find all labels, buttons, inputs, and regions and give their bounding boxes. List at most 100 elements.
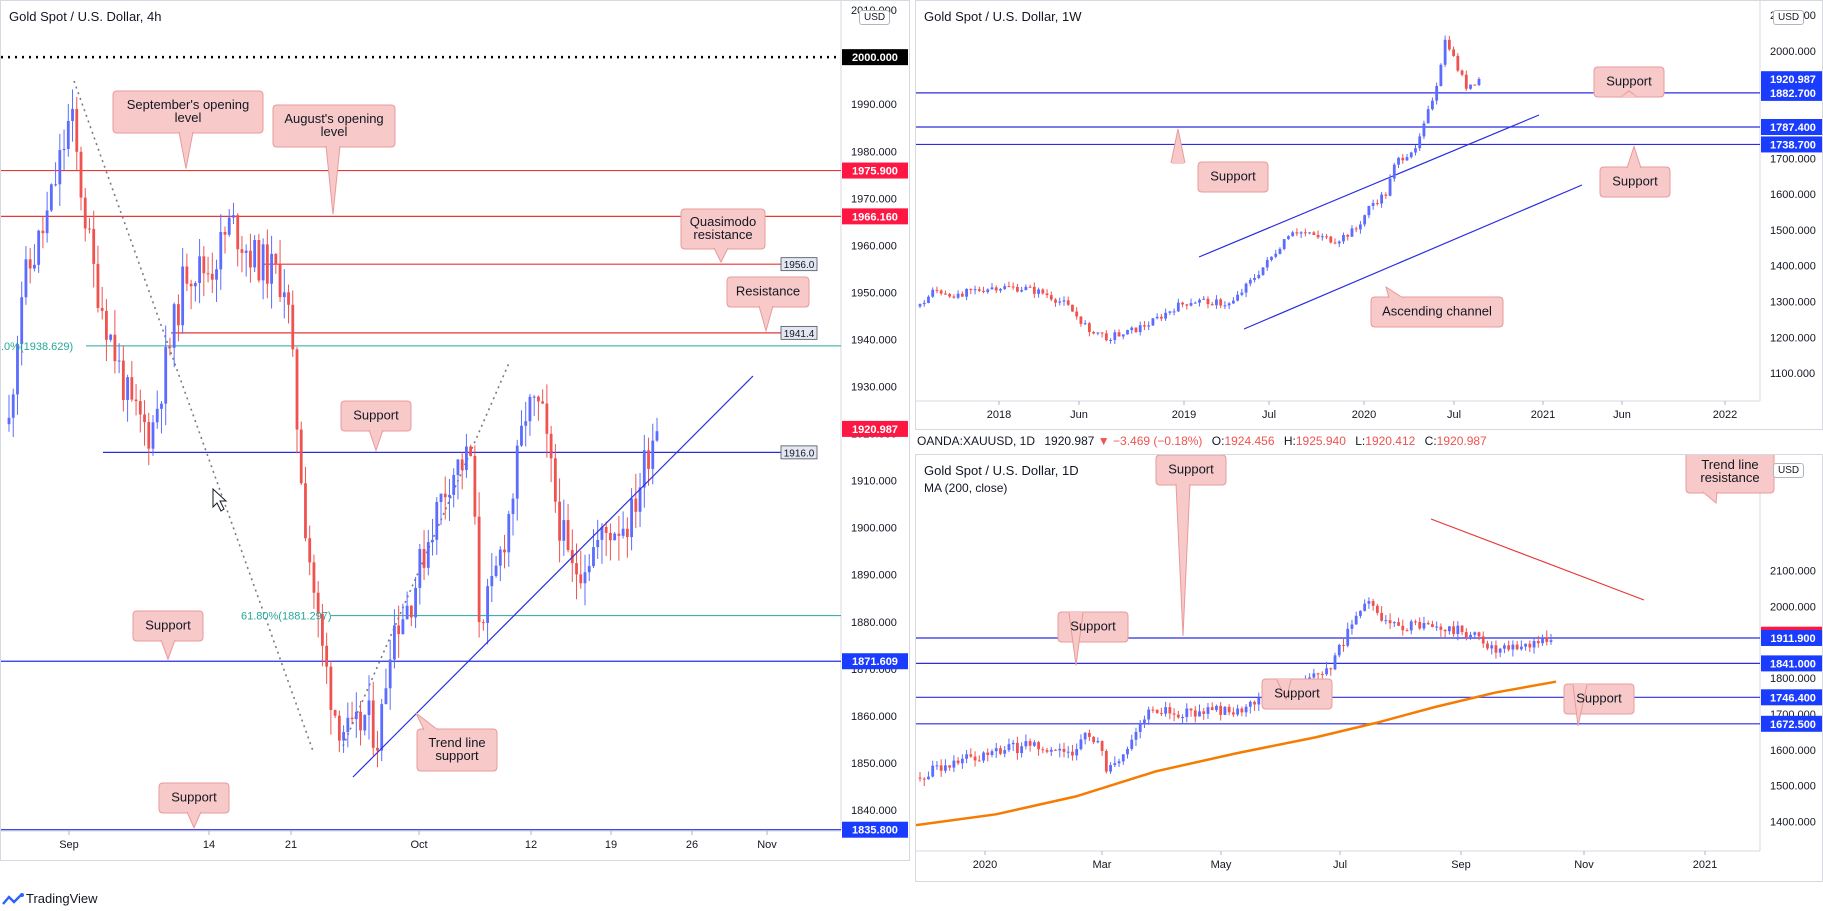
chart-4h-candle-body [113,334,117,362]
chart-1w-candle-body [1312,232,1316,235]
price-label-2000.000: 2000.000 [842,49,908,66]
chart-1d-candle-body [1121,754,1125,762]
chart-4h-candle-body [642,450,646,488]
chart-1w-candle-body [1253,278,1256,280]
chart-4h-candle-body [49,184,53,211]
annotation-text: Support [145,618,191,633]
chart-1w-candle-body [1151,318,1155,326]
chart-4h-candle-body [393,625,396,660]
chart-1d-candle-body [1375,605,1379,613]
chart-1d-candle-body [1414,621,1417,623]
chart-4h-candle-body [583,572,587,584]
chart-4h-candle-body [198,256,201,284]
chart-4h-y-tick-label: 1880.000 [851,617,897,629]
quote-price: 1920.987 [1044,434,1095,448]
price-label-text: 1882.700 [1770,88,1816,100]
chart-4h-candle-body [354,711,358,720]
chart-4h-candle-body [613,533,617,541]
chart-1w-y-tick-label: 1700.000 [1770,153,1816,165]
price-label-1835.800: 1835.800 [842,821,908,838]
chart-1d-candle-body [1240,708,1244,713]
quote-change: −3.469 (−0.18%) [1113,434,1203,448]
currency-badge-4h[interactable]: USD [859,10,891,25]
currency-badge-1d[interactable]: USD [1773,463,1805,478]
chart-1d-candle-body [1460,625,1464,633]
chart-4h-candle-body [160,403,163,409]
quote-open: 1924.456 [1224,434,1275,448]
chart-4h-candle-body [655,431,659,441]
chart-1d-candle-body [1422,623,1426,629]
chart-1d-candle-body [1494,645,1498,653]
chart-1d-candle-body [1359,610,1362,616]
tradingview-brand[interactable]: TradingView [26,891,98,906]
chart-4h-y-tick-label: 1940.000 [851,334,897,346]
chart-1w-candle-body [1244,283,1248,293]
chart-1w-candle-body [1431,100,1434,110]
chart-1d-svg[interactable]: 1400.0001500.0001600.0001700.0001800.000… [916,455,1823,882]
chart-1w-candle-body [1071,304,1074,312]
chart-1d-candle-body [1020,746,1024,754]
annotation-text: Support [1168,462,1214,477]
chart-4h-candle-body [62,149,66,151]
chart-4h-panel[interactable]: 1840.000 1850.000 1860.000 1870.000 1880.000… [0,0,910,861]
chart-1w-candle-body [982,290,985,293]
chart-1w-candle-body [1231,300,1235,304]
chart-4h-candle-body [401,619,405,635]
chart-1w-candle-body [956,293,960,298]
chart-1d-candle-body [1316,673,1320,675]
price-label-text: 1920.987 [1770,74,1816,86]
chart-1d-panel[interactable]: 1400.000 1500.000 1600.000 1700.000 1800.000… [915,454,1823,882]
chart-4h-candle-body [33,264,36,269]
price-label-1882.700: 1882.700 [1761,84,1822,101]
annotation-support-1916: Support [340,400,412,452]
tradingview-logo-icon[interactable] [2,892,24,908]
chart-4h-y-tick-label: 1950.000 [851,287,897,299]
chart-4h-candle-body [117,360,121,362]
chart-1w-candle-body [1278,248,1282,254]
currency-badge-1w[interactable]: USD [1773,10,1805,25]
chart-4h-candle-body [507,514,511,553]
chart-1w-y-tick-label: 2000.000 [1770,46,1816,58]
chart-4h-candle-body [524,421,528,426]
chart-1d-candle-body [1388,620,1392,624]
chart-1w-candle-body [1443,39,1447,65]
chart-4h-candle-body [380,704,384,751]
chart-1d-candle-body [1185,708,1189,718]
chart-1w-candle-body [1350,228,1354,237]
chart-1d-candle-body [1032,742,1036,746]
chart-4h-candle-body [41,230,45,234]
chart-4h-candle-body [227,217,231,235]
chart-1d-candle-body [1363,603,1367,611]
chart-1d-candle-body [1346,628,1350,646]
chart-4h-candle-body [177,304,180,326]
chart-1w-candle-body [1303,232,1307,234]
chart-1d-candle-body [1164,707,1168,714]
chart-1d-candle-body [969,754,973,757]
chart-1w-candle-body [1126,330,1129,335]
chart-4h-y-tick-label: 1890.000 [851,570,897,582]
chart-1d-candle-body [1054,749,1057,751]
chart-1w-y-tick-label: 1100.000 [1770,368,1815,380]
chart-4h-candle-body [240,249,244,253]
chart-1d-candle-body [1248,701,1252,707]
chart-1w-candle-body [948,294,952,297]
ma-indicator-label[interactable]: MA (200, close) [924,481,1008,495]
chart-4h-candle-body [609,532,612,541]
price-label-1746.400: 1746.400 [1761,689,1822,706]
ascending-channel-upper [1198,114,1540,258]
chart-1w-candle-body [935,289,939,291]
chart-4h-candle-body [236,215,240,250]
chart-1w-y-tick-label: 1400.000 [1770,261,1816,273]
annotation-daily-support-1911: Support [1155,455,1227,636]
chart-1w-svg[interactable]: 1100.000 1200.000 1300.000 1400.000 1500.000… [916,1,1823,430]
chart-4h-candle-body [562,520,566,541]
chart-1w-candle-body [1329,236,1333,243]
chart-4h-candle-body [469,446,473,457]
chart-4h-svg[interactable]: 1840.0001850.0001860.0001870.0001880.000… [1,1,910,861]
chart-1d-candle-body [1236,708,1240,715]
annotation-weekly-support-1787: Support [1170,128,1269,193]
annotation-text: support [435,748,479,763]
chart-1w-panel[interactable]: 1100.000 1200.000 1300.000 1400.000 1500.000… [915,0,1823,430]
chart-1w-candle-body [1384,194,1388,196]
chart-1d-candle-body [965,754,968,759]
